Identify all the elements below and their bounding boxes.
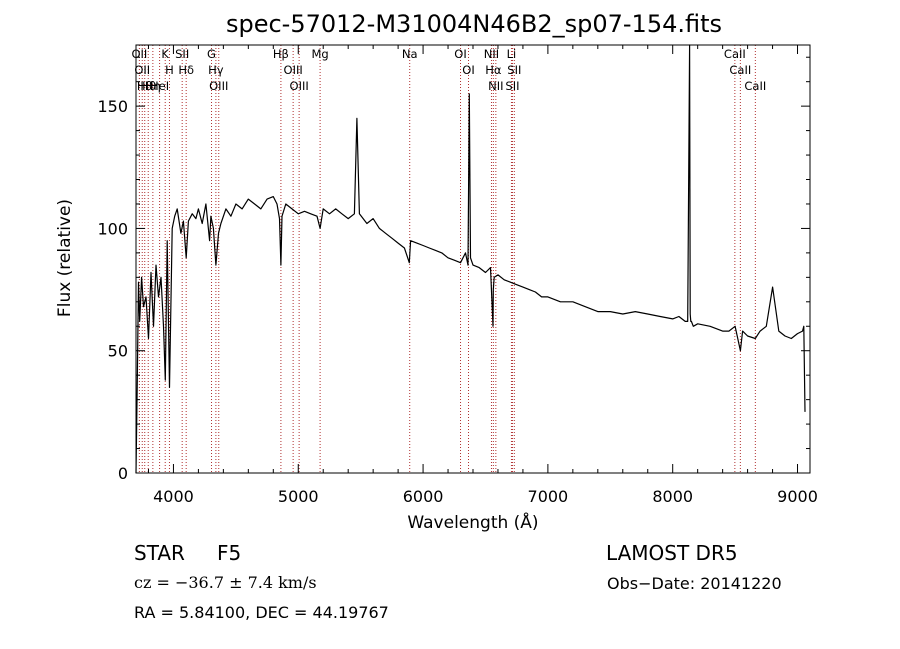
line-marker-label: HeI [150,79,169,93]
line-marker-label: OIII [209,79,228,93]
plot-frame [135,44,811,474]
coordinates: RA = 5.84100, DEC = 44.19767 [134,603,389,622]
line-marker-label: SII [175,47,189,61]
object-subclass: F5 [217,541,242,565]
line-marker-label: Li [507,47,517,61]
y-tick-label: 100 [97,219,128,238]
line-marker-label: Hη [145,79,161,93]
line-marker-label: Mg [311,47,328,61]
series-group [135,44,806,474]
y-axis-label: Flux (relative) [55,199,75,317]
y-tick-label: 150 [97,97,128,116]
line-marker-label: SII [507,63,521,77]
line-marker-label: H [165,63,174,77]
line-marker-label: Hα [485,63,502,77]
x-tick-label: 4000 [153,487,194,506]
x-tick-label: 9000 [777,487,818,506]
y-axis: 0 50 100 150 [97,56,810,483]
line-marker-label: Hγ [208,63,224,77]
x-tick-label: 6000 [403,487,444,506]
line-marker-label: CaII [729,63,751,77]
line-marker-label: K [161,47,169,61]
chart-title: spec-57012-M31004N46B2_sp07-154.fits [226,10,722,38]
x-tick-label: 5000 [278,487,319,506]
line-marker-label: Na [402,47,418,61]
line-marker-label: SII [505,79,519,93]
redshift-cz: cz = −36.7 ± 7.4 km/s [134,573,317,592]
y-tick-label: 0 [118,464,128,483]
line-marker-label: OIII [290,79,309,93]
line-marker-labels: OIIOIIHθHθHηHeIKHSIIHδGHγOIIIHβOIIIOIIIM… [131,47,766,93]
object-class: STAR [134,541,185,565]
line-marker-label: NII [484,47,499,61]
line-marker-label: CaII [744,79,766,93]
survey-name: LAMOST DR5 [606,541,738,565]
line-marker-label: NII [488,79,503,93]
line-marker-label: OI [454,47,466,61]
line-marker-label: OII [131,47,147,61]
line-marker-label: G [207,47,216,61]
y-tick-label: 50 [108,342,128,361]
line-markers [138,45,756,473]
x-axis: 4000 5000 6000 7000 8000 9000 [147,45,818,506]
x-tick-label: 8000 [652,487,693,506]
line-marker-label: CaII [724,47,746,61]
line-marker-label: Hθ [140,79,156,93]
line-marker-label: Hβ [273,47,289,61]
line-marker-label: Hδ [178,63,194,77]
x-tick-label: 7000 [528,487,569,506]
line-marker-label: OI [462,63,474,77]
x-axis-label: Wavelength (Å) [407,511,538,533]
line-marker-label: OIII [284,63,303,77]
spectrum-line [135,44,806,474]
line-marker-label: Hθ [137,79,153,93]
line-marker-label: OII [134,63,150,77]
observation-date: Obs−Date: 20141220 [607,574,782,593]
